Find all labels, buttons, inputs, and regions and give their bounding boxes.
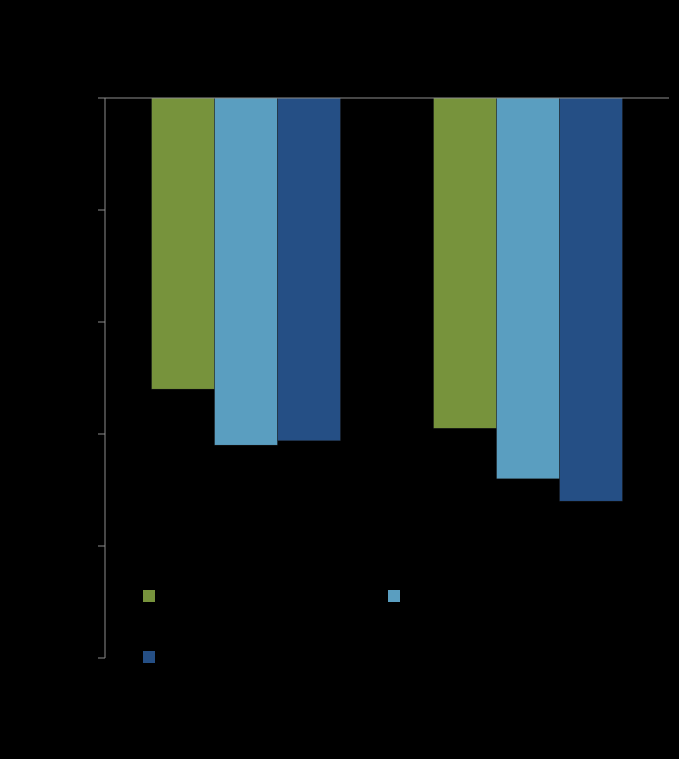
bar xyxy=(214,97,278,446)
bar xyxy=(559,97,623,502)
bar xyxy=(496,97,560,480)
legend-swatch xyxy=(388,590,400,602)
bar xyxy=(151,97,215,390)
bar xyxy=(277,97,341,441)
legend-swatch xyxy=(143,590,155,602)
legend-swatch xyxy=(143,651,155,663)
bar xyxy=(433,97,497,429)
